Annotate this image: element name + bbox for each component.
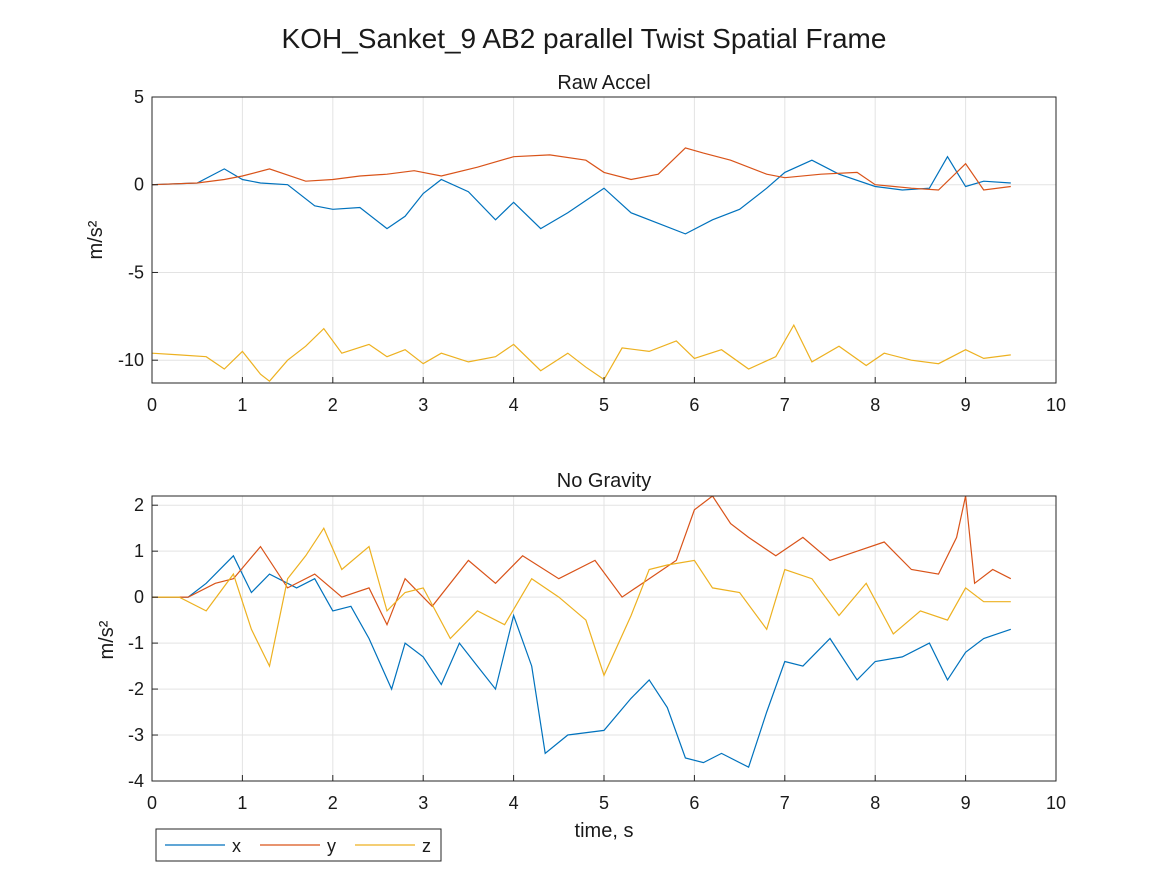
no-gravity-xtick-label: 10: [1046, 793, 1066, 813]
legend-label-z: z: [422, 836, 431, 856]
raw-accel-xtick-label: 8: [870, 395, 880, 415]
raw-accel-series-z-line: [152, 323, 1011, 383]
no-gravity-xtick-label: 6: [689, 793, 699, 813]
raw-accel-series-x-line: [152, 155, 1011, 235]
no-gravity-plot: No Gravity m/s² time, s 0 1 2 3 4 5 6 7 8 9 10210-…: [96, 470, 1066, 842]
no-gravity-series-z-line: [152, 526, 1011, 677]
no-gravity-xtick-label: 2: [328, 793, 338, 813]
legend: x y z: [155, 828, 442, 862]
raw-accel-xtick-label: 0: [147, 395, 157, 415]
no-gravity-ytick-label: 0: [134, 587, 144, 607]
no-gravity-ytick-label: 1: [134, 541, 144, 561]
legend-label-x: x: [232, 836, 241, 856]
raw-accel-ytick-label: 5: [134, 87, 144, 107]
raw-accel-plot: Raw Accel m/s² 0 1 2 3 4 5 6 7 8 9 10 5 0 -5 -10: [85, 72, 1066, 415]
legend-label-y: y: [327, 836, 336, 856]
raw-accel-xtick-label: 4: [509, 395, 519, 415]
no-gravity-ytick-label: -1: [128, 633, 144, 653]
no-gravity-xtick-label: 3: [418, 793, 428, 813]
no-gravity-xtick-label: 5: [599, 793, 609, 813]
raw-accel-xtick-label: 9: [961, 395, 971, 415]
no-gravity-ytick-label: -4: [128, 771, 144, 791]
raw-accel-xtick-label: 6: [689, 395, 699, 415]
no-gravity-ytick-label: -2: [128, 679, 144, 699]
raw-accel-ylabel: m/s²: [85, 220, 107, 259]
raw-accel-title: Raw Accel: [557, 72, 650, 94]
no-gravity-xtick-label: 7: [780, 793, 790, 813]
no-gravity-xtick-label: 1: [237, 793, 247, 813]
no-gravity-xtick-label: 8: [870, 793, 880, 813]
figure-title: KOH_Sanket_9 AB2 parallel Twist Spatial …: [282, 23, 887, 54]
no-gravity-xtick-label: 9: [961, 793, 971, 813]
no-gravity-xtick-label: 0: [147, 793, 157, 813]
no-gravity-xlabel: time, s: [575, 820, 634, 842]
raw-accel-ytick-label: -10: [118, 350, 144, 370]
no-gravity-series-y-line: [152, 496, 1012, 627]
raw-accel-xtick-label: 2: [328, 395, 338, 415]
no-gravity-ytick-label: -3: [128, 725, 144, 745]
no-gravity-ylabel: m/s²: [96, 620, 118, 659]
raw-accel-xtick-label: 3: [418, 395, 428, 415]
raw-accel-xtick-label: 5: [599, 395, 609, 415]
raw-accel-ytick-label: 0: [134, 175, 144, 195]
raw-accel-xtick-label: 1: [237, 395, 247, 415]
raw-accel-ytick-label: -5: [128, 262, 144, 282]
no-gravity-xtick-label: 4: [509, 793, 519, 813]
raw-accel-xtick-label: 7: [780, 395, 790, 415]
no-gravity-series-x-line: [152, 554, 1011, 769]
no-gravity-ytick-label: 2: [134, 495, 144, 515]
no-gravity-title: No Gravity: [557, 470, 651, 492]
raw-accel-xtick-label: 10: [1046, 395, 1066, 415]
raw-accel-series-y-line: [152, 147, 1011, 191]
